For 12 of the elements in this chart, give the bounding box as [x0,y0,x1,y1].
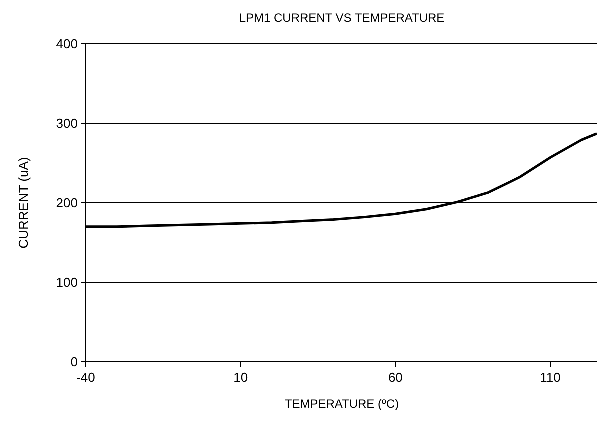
x-tick-label: 60 [388,370,403,385]
y-tick-label: 0 [70,354,78,370]
y-axis-title: CURRENT (uA) [16,157,31,249]
y-tick-label: 400 [56,36,78,52]
x-tick-label: 110 [540,370,561,385]
x-tick-label: -40 [76,370,96,385]
y-tick-label: 300 [56,116,78,132]
x-axis-title: TEMPERATURE (ºC) [284,397,400,411]
y-tick-label: 200 [56,196,78,211]
y-tick-label: 100 [56,275,78,290]
chart-title: LPM1 CURRENT VS TEMPERATURE [239,11,445,25]
x-tick-label: 10 [234,370,248,385]
